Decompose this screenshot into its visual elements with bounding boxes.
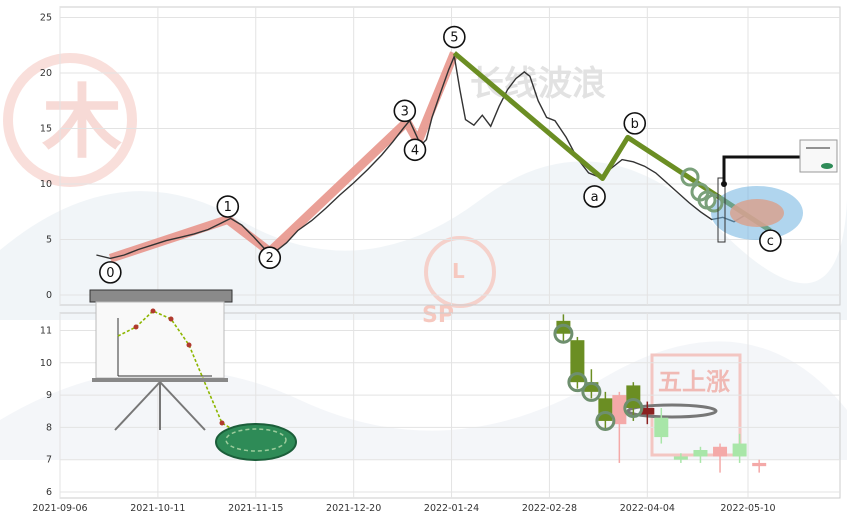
candle-body [612,395,627,425]
whiteboard-point [219,420,225,426]
highlight-ellipse-tan [730,199,784,227]
whiteboard-scroll-bar [89,289,233,303]
candle-marker-ring [553,323,574,344]
x-tick-label: 2021-10-11 [130,503,185,514]
x-tick-label: 2021-12-20 [326,503,381,514]
x-tick-labels: 2021-09-06 2021-10-11 2021-11-15 2021-12-20… [32,503,775,514]
y-tick-label: 0 [46,290,52,301]
center-badge-text: SP [422,303,454,328]
wave-label-text: 3 [401,104,409,119]
y-tick-label: 10 [40,179,52,190]
wave-watermark-lower [0,341,847,460]
y-tick-label: 25 [40,13,52,24]
x-tick-label: 2022-01-24 [424,503,479,514]
wave-label-circle [393,99,417,123]
price-line [96,53,766,260]
wave-label-text: 1 [224,200,232,215]
y-tick-label: 11 [40,326,52,337]
wave-label-text: 2 [266,251,274,266]
candle-body [732,443,747,457]
x-tick-label: 2022-02-28 [522,503,577,514]
wave-label-text: 0 [106,266,114,281]
vertical-marker-box [717,177,726,243]
candle-marker-rings [553,323,644,431]
candle-body [598,398,613,421]
top-y-tick-labels: 0 5 10 15 20 25 [40,13,52,302]
wave-labels: 0 1 2 3 4 5 a b c [99,25,782,284]
mini-board-icon [799,139,838,173]
candle-body [673,456,688,460]
y-tick-label: 15 [40,124,52,135]
mini-board-disc [821,163,833,169]
wave-label-circle [623,112,647,135]
wave-label-text: a [591,190,599,205]
y-tick-label: 6 [46,487,52,498]
pointer-line [722,155,800,184]
candle-body [713,446,728,457]
y-tick-label: 7 [46,455,52,466]
candle-marker-ring [567,372,588,393]
whiteboard-point [133,324,139,330]
wave-label-circle [403,138,427,162]
candle-body [693,450,708,457]
center-badge [424,236,496,308]
wave-label-text: 4 [411,143,419,158]
candle-body [654,417,669,438]
whiteboard-tray [92,378,228,382]
wave-label-text: 5 [450,31,458,46]
background-watermarks: 木 长线波浪 L SP 五上涨 [0,53,847,460]
y-tick-label: 9 [46,390,52,401]
wave-label-text: c [767,234,774,249]
candle-body [640,408,655,415]
wave-label-circle [258,246,282,270]
x-tick-label: 2022-05-10 [720,503,775,514]
candle-marker-ring [595,410,616,431]
wave-label-circle [583,185,606,208]
center-badge-letter: L [452,259,465,283]
right-stamp-text: 五上涨 [658,368,730,396]
green-disc [215,423,297,461]
wave-label-circle [443,25,466,49]
candles [556,314,767,473]
x-tick-label: 2021-11-15 [228,503,283,514]
x-tick-label: 2021-09-06 [32,503,87,514]
candle-marker-ring [581,381,602,402]
whiteboard-point [168,316,174,322]
impulse-wave-band [108,51,459,263]
wave-watermark [0,161,847,320]
whiteboard-leg [114,381,161,431]
wave-label-circle [99,261,122,284]
y-tick-label: 20 [40,68,52,79]
whiteboard-point [186,342,192,348]
candle-body [584,382,599,392]
x-tick-label: 2022-04-04 [620,503,675,514]
wave-label-circle [216,195,240,218]
bottom-y-tick-labels: 6 7 8 9 10 11 [40,326,52,499]
impulse-wave-path [108,51,459,263]
candle-body [570,340,585,383]
green-ring-marker [680,167,700,187]
candle-marker-ring [623,398,644,419]
green-disc-pattern [225,428,287,452]
whiteboard-point [150,308,156,314]
red-seal-watermark [3,53,137,187]
wave-label-text: b [631,117,639,132]
whiteboard-leg [159,381,206,431]
y-tick-label: 5 [46,235,52,246]
whiteboard-illustration [89,289,718,461]
candle-body [556,320,571,334]
top-green-rings [680,167,724,213]
green-ring-marker [704,193,724,213]
candle-body [752,462,767,467]
y-tick-label: 10 [40,358,52,369]
wave-label-circle [759,229,782,252]
red-seal-glyph: 木 [42,76,122,169]
grey-ring [626,403,718,419]
candle-body [626,385,641,409]
y-tick-label: 8 [46,422,52,433]
